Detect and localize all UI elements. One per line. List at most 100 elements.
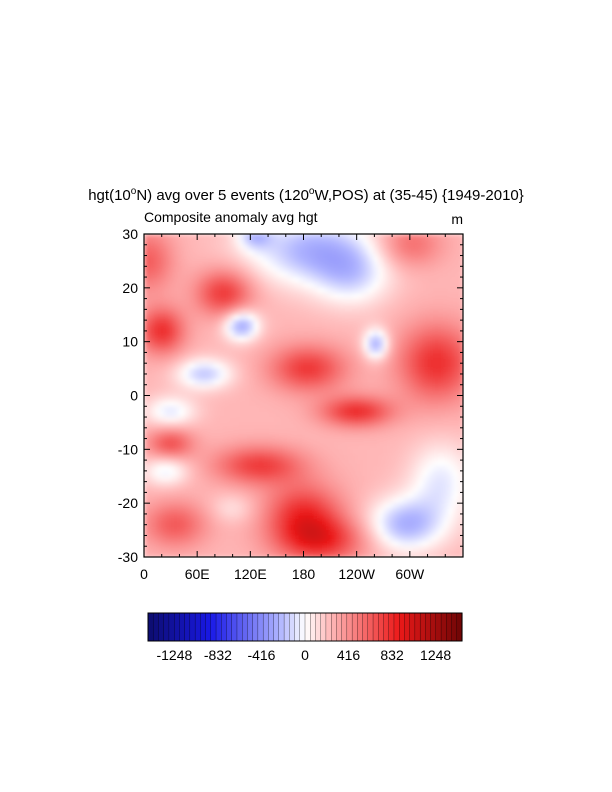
heatmap-cell xyxy=(373,325,380,332)
heatmap-cell xyxy=(144,309,150,316)
heatmap-cell xyxy=(318,422,325,429)
heatmap-cell xyxy=(413,497,419,504)
heatmap-cell xyxy=(148,400,155,408)
heatmap-cell xyxy=(343,400,350,408)
heatmap-cell xyxy=(253,433,260,440)
heatmap-cell xyxy=(353,465,360,472)
heatmap-cell xyxy=(443,384,449,391)
heatmap-cell xyxy=(413,341,419,348)
heatmap-cell xyxy=(173,266,180,273)
heatmap-cell xyxy=(283,465,290,472)
heatmap-cell xyxy=(383,524,390,531)
heatmap-cell xyxy=(303,287,310,295)
heatmap-cell xyxy=(263,325,270,332)
heatmap-cell xyxy=(183,465,190,472)
heatmap-cell xyxy=(418,433,424,440)
heatmap-cell xyxy=(228,417,235,424)
heatmap-cell xyxy=(288,282,295,289)
heatmap-cell xyxy=(383,546,390,553)
heatmap-cell xyxy=(293,341,300,348)
heatmap-cell xyxy=(433,400,439,408)
heatmap-cell xyxy=(383,250,390,257)
heatmap-cell xyxy=(388,438,395,445)
heatmap-cell xyxy=(338,492,345,499)
heatmap-cell xyxy=(268,363,275,370)
heatmap-cell xyxy=(233,298,240,305)
heatmap-cell xyxy=(373,540,380,548)
heatmap-cell xyxy=(188,363,195,370)
heatmap-cell xyxy=(308,260,315,268)
heatmap-cell xyxy=(148,465,155,472)
heatmap-cell xyxy=(293,476,300,483)
heatmap-cell xyxy=(253,363,260,370)
heatmap-cell xyxy=(343,260,350,268)
heatmap-cell xyxy=(173,535,180,542)
heatmap-cell xyxy=(368,325,375,332)
heatmap-cell xyxy=(163,260,170,268)
heatmap-cell xyxy=(318,395,325,402)
heatmap-cell xyxy=(283,244,290,251)
heatmap-cell xyxy=(458,234,463,241)
heatmap-cell xyxy=(323,325,330,332)
heatmap-cell xyxy=(273,503,280,510)
heatmap-cell xyxy=(248,330,255,338)
heatmap-cell xyxy=(283,320,290,327)
heatmap-cell xyxy=(338,357,345,364)
heatmap-cell xyxy=(423,411,429,418)
heatmap-cell xyxy=(163,443,170,451)
heatmap-cell xyxy=(363,336,370,343)
heatmap-cell xyxy=(198,470,205,478)
heatmap-cell xyxy=(343,384,350,391)
heatmap-cell xyxy=(358,384,365,391)
heatmap-cell xyxy=(458,260,463,268)
heatmap-cell xyxy=(278,266,285,273)
heatmap-cell xyxy=(393,470,399,478)
heatmap-cell xyxy=(198,433,205,440)
heatmap-cell xyxy=(233,357,240,364)
heatmap-cell xyxy=(418,519,424,526)
heatmap-cell xyxy=(423,400,429,408)
heatmap-cell xyxy=(228,330,235,338)
heatmap-cell xyxy=(373,244,380,251)
heatmap-cell xyxy=(428,250,434,257)
heatmap-cell xyxy=(268,411,275,418)
heatmap-cell xyxy=(258,503,265,510)
heatmap-cell xyxy=(388,535,395,542)
heatmap-cell xyxy=(233,438,240,445)
heatmap-cell xyxy=(408,314,414,321)
heatmap-cell xyxy=(223,503,230,510)
heatmap-cell xyxy=(228,476,235,483)
heatmap-cell xyxy=(308,535,315,542)
heatmap-cell xyxy=(423,325,429,332)
heatmap-cell xyxy=(148,535,155,542)
heatmap-cell xyxy=(268,530,275,537)
heatmap-cell xyxy=(298,357,305,364)
heatmap-cell xyxy=(288,470,295,478)
heatmap-cell xyxy=(163,250,170,257)
heatmap-cell xyxy=(148,524,155,531)
heatmap-cell xyxy=(293,411,300,418)
heatmap-cell xyxy=(413,503,419,510)
heatmap-cell xyxy=(403,309,409,316)
heatmap-cell xyxy=(398,460,404,467)
heatmap-cell xyxy=(303,503,310,510)
heatmap-cell xyxy=(203,519,210,526)
heatmap-cell xyxy=(298,255,305,262)
heatmap-cell xyxy=(413,325,419,332)
heatmap-cell xyxy=(378,357,385,364)
heatmap-cell xyxy=(453,465,459,472)
heatmap-cell xyxy=(318,309,325,316)
heatmap-cell xyxy=(383,330,390,338)
heatmap-cell xyxy=(423,492,429,499)
heatmap-cell xyxy=(338,303,345,311)
heatmap-cell xyxy=(373,411,380,418)
heatmap-cell xyxy=(218,460,225,467)
heatmap-cell xyxy=(353,255,360,262)
heatmap-cell xyxy=(363,406,370,413)
heatmap-cell xyxy=(283,325,290,332)
heatmap-cell xyxy=(333,368,340,375)
heatmap-cell xyxy=(153,384,160,391)
heatmap-cell xyxy=(243,320,250,327)
heatmap-cell xyxy=(198,524,205,531)
heatmap-cell xyxy=(213,411,220,418)
